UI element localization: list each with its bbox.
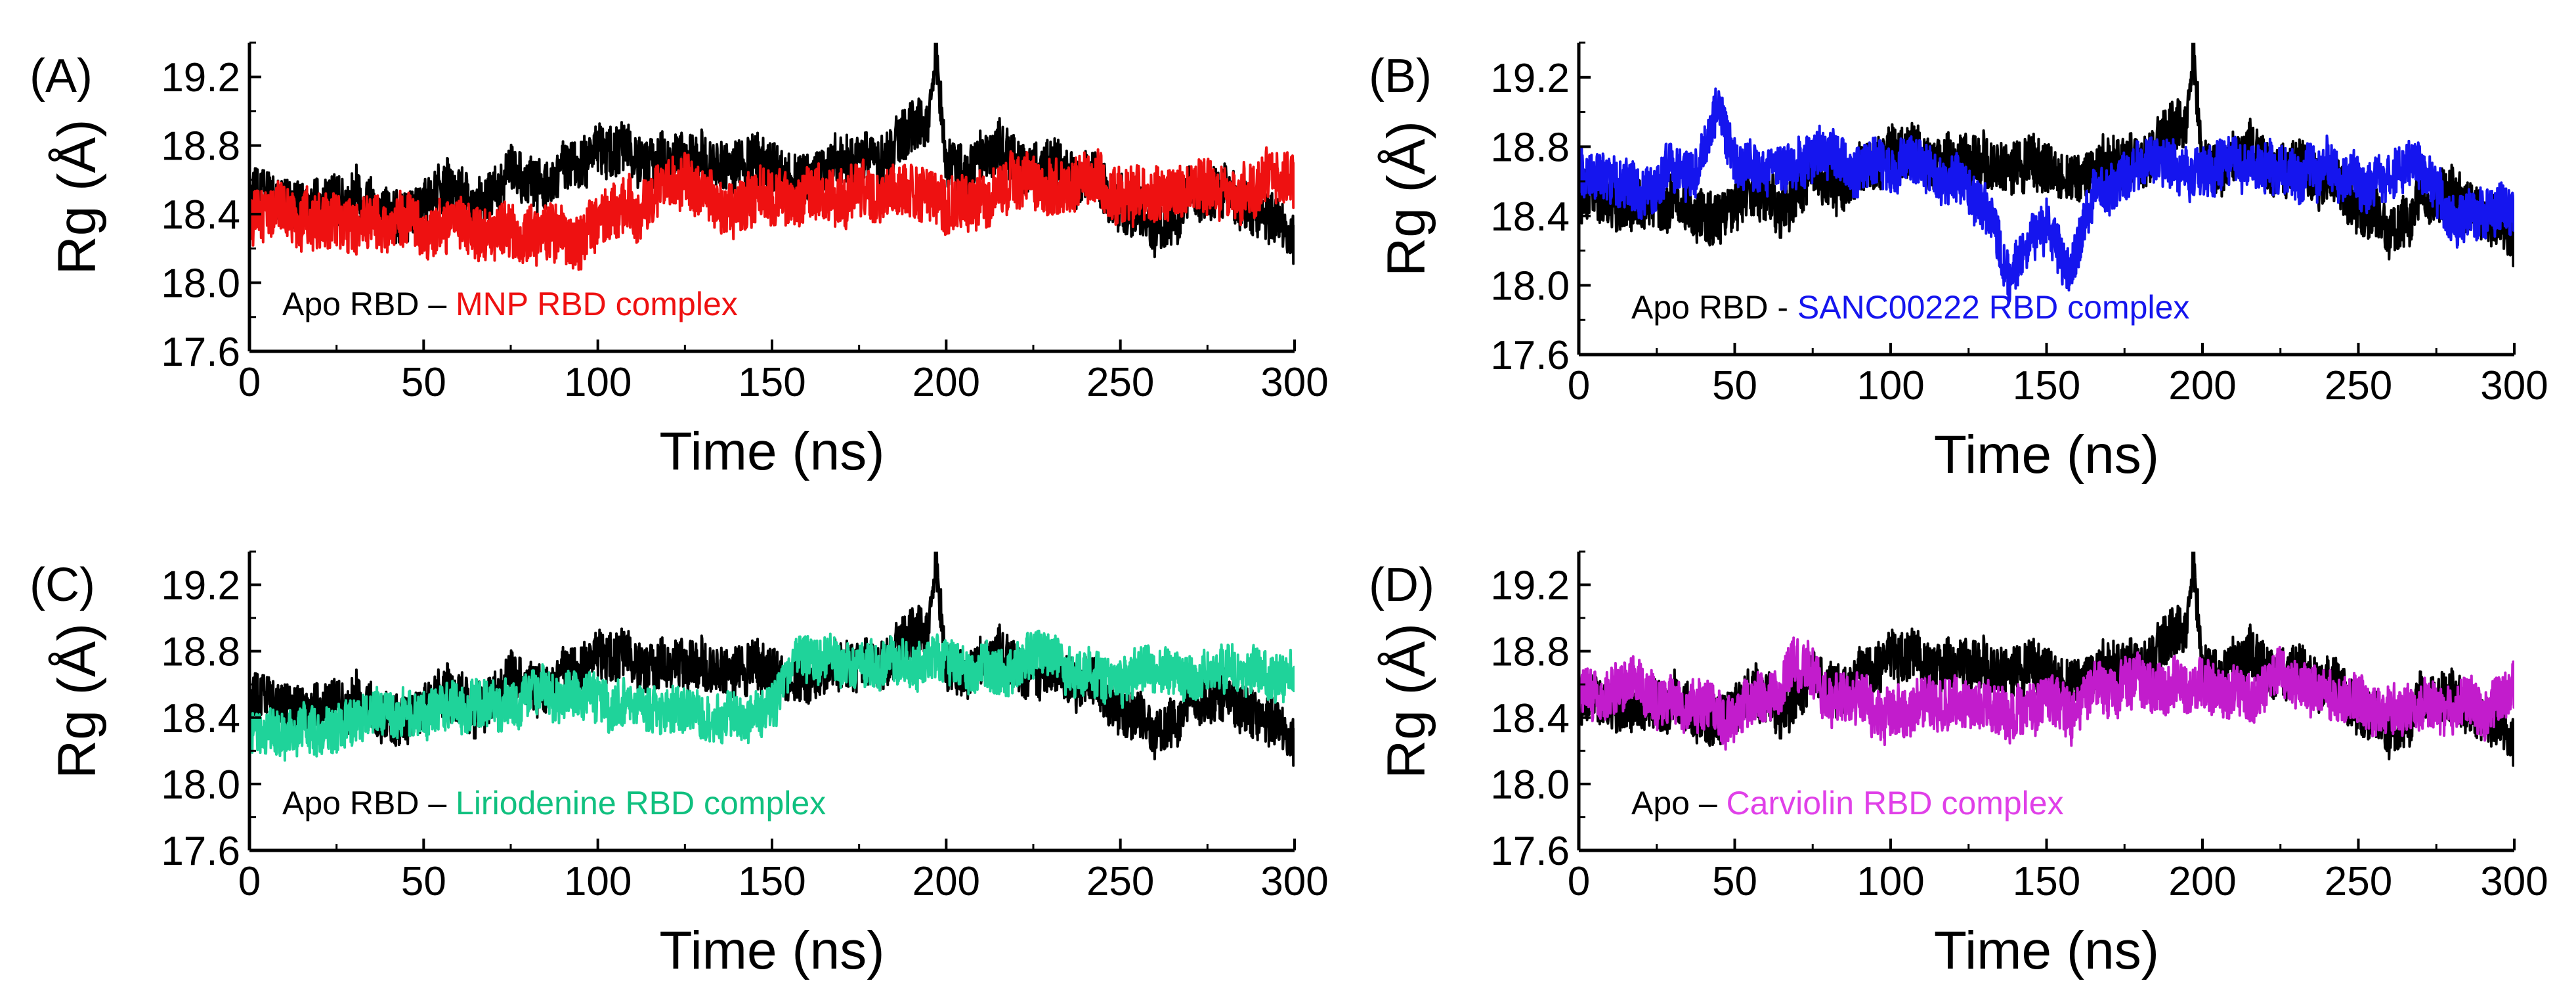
legend-apo-text: Apo RBD – bbox=[282, 286, 456, 322]
x-tick-label: 250 bbox=[2325, 363, 2392, 408]
y-tick-label: 18.4 bbox=[1490, 194, 1570, 240]
y-tick-label: 19.2 bbox=[161, 55, 240, 100]
panel-label: (B) bbox=[1369, 50, 1432, 102]
x-tick-label: 200 bbox=[912, 859, 980, 904]
x-tick-label: 100 bbox=[1857, 363, 1924, 408]
series-line-apo bbox=[1579, 43, 2514, 268]
x-tick-label: 250 bbox=[2325, 859, 2392, 904]
x-tick-label: 100 bbox=[564, 360, 632, 405]
x-tick-label: 300 bbox=[2480, 363, 2548, 408]
y-tick-label: 18.0 bbox=[1490, 762, 1570, 808]
legend-apo-text: Apo RBD - bbox=[1631, 289, 1797, 326]
series-line-complex bbox=[249, 146, 1295, 271]
x-tick-label: 50 bbox=[401, 859, 446, 904]
panel-label: (A) bbox=[30, 50, 93, 102]
x-axis-label: Time (ns) bbox=[1934, 425, 2159, 485]
y-tick-label: 17.6 bbox=[1490, 333, 1570, 378]
y-tick-label: 18.0 bbox=[161, 762, 240, 808]
x-tick-label: 50 bbox=[1712, 363, 1757, 408]
y-tick-label: 18.8 bbox=[1490, 125, 1570, 170]
x-axis-label: Time (ns) bbox=[1934, 921, 2159, 980]
x-tick-label: 300 bbox=[2480, 859, 2548, 904]
y-tick-label: 18.0 bbox=[161, 261, 240, 307]
y-axis-label: Rg (Å) bbox=[47, 623, 107, 779]
y-tick-label: 18.8 bbox=[161, 124, 240, 169]
x-tick-label: 200 bbox=[912, 360, 980, 405]
x-tick-label: 300 bbox=[1260, 859, 1328, 904]
x-tick-label: 0 bbox=[1568, 363, 1590, 408]
series-line-complex bbox=[1579, 636, 2514, 751]
legend: Apo RBD - SANC00222 RBD complex bbox=[1631, 289, 2189, 326]
legend-apo-text: Apo RBD – bbox=[282, 785, 456, 822]
x-tick-label: 200 bbox=[2168, 859, 2236, 904]
y-tick-label: 18.4 bbox=[161, 192, 240, 238]
panels-layer: 17.6 18.0 18.4 18.8 19.2 0 50 100 150 200 250 300 Ti… bbox=[30, 41, 2548, 980]
y-tick-label: 17.6 bbox=[161, 829, 240, 874]
x-tick-label: 0 bbox=[1568, 859, 1590, 904]
x-tick-label: 50 bbox=[1712, 859, 1757, 904]
legend: Apo RBD – Liriodenine RBD complex bbox=[282, 785, 826, 822]
x-tick-label: 0 bbox=[238, 360, 261, 405]
y-tick-label: 18.0 bbox=[1490, 263, 1570, 309]
y-axis-label: Rg (Å) bbox=[1377, 121, 1436, 276]
chart-panel-3: 17.6 18.0 18.4 18.8 19.2 0 50 100 150 200 250 300 Ti… bbox=[30, 550, 1329, 980]
series-line-complex bbox=[249, 629, 1295, 762]
legend-complex-text: Carviolin RBD complex bbox=[1727, 785, 2064, 822]
x-tick-label: 0 bbox=[238, 859, 261, 904]
x-axis-label: Time (ns) bbox=[659, 422, 884, 481]
y-axis-label: Rg (Å) bbox=[47, 120, 107, 275]
x-tick-label: 250 bbox=[1086, 859, 1154, 904]
legend-complex-text: SANC00222 RBD complex bbox=[1797, 289, 2190, 326]
chart-panel-4: 17.6 18.0 18.4 18.8 19.2 0 50 100 150 200 250 300 Ti… bbox=[1369, 550, 2548, 980]
y-tick-label: 19.2 bbox=[1490, 563, 1570, 609]
x-tick-label: 200 bbox=[2168, 363, 2236, 408]
legend-complex-text: Liriodenine RBD complex bbox=[456, 785, 826, 822]
y-tick-label: 18.4 bbox=[1490, 696, 1570, 741]
x-tick-label: 150 bbox=[738, 360, 805, 405]
panel-label: (D) bbox=[1369, 559, 1434, 611]
x-tick-label: 50 bbox=[401, 360, 446, 405]
x-tick-label: 100 bbox=[1857, 859, 1924, 904]
series-line-complex bbox=[1579, 87, 2514, 303]
chart-panel-1: 17.6 18.0 18.4 18.8 19.2 0 50 100 150 200 250 300 Ti… bbox=[30, 41, 1329, 481]
legend: Apo RBD – MNP RBD complex bbox=[282, 286, 738, 322]
x-tick-label: 300 bbox=[1260, 360, 1328, 405]
x-tick-label: 150 bbox=[2013, 363, 2080, 408]
chart-panel-2: 17.6 18.0 18.4 18.8 19.2 0 50 100 150 200 250 300 Ti… bbox=[1369, 41, 2548, 485]
legend-complex-text: MNP RBD complex bbox=[456, 286, 738, 322]
y-axis-label: Rg (Å) bbox=[1377, 623, 1436, 779]
y-tick-label: 19.2 bbox=[161, 563, 240, 609]
legend: Apo – Carviolin RBD complex bbox=[1631, 785, 2064, 822]
y-tick-label: 17.6 bbox=[161, 330, 240, 375]
x-tick-label: 250 bbox=[1086, 360, 1154, 405]
y-tick-label: 19.2 bbox=[1490, 56, 1570, 101]
x-tick-label: 150 bbox=[2013, 859, 2080, 904]
x-tick-label: 100 bbox=[564, 859, 632, 904]
y-tick-label: 18.8 bbox=[161, 630, 240, 675]
legend-apo-text: Apo – bbox=[1631, 785, 1727, 822]
y-tick-label: 18.8 bbox=[1490, 630, 1570, 675]
panel-label: (C) bbox=[30, 559, 95, 611]
y-tick-label: 17.6 bbox=[1490, 829, 1570, 874]
x-tick-label: 150 bbox=[738, 859, 805, 904]
y-tick-label: 18.4 bbox=[161, 696, 240, 741]
x-axis-label: Time (ns) bbox=[659, 921, 884, 980]
